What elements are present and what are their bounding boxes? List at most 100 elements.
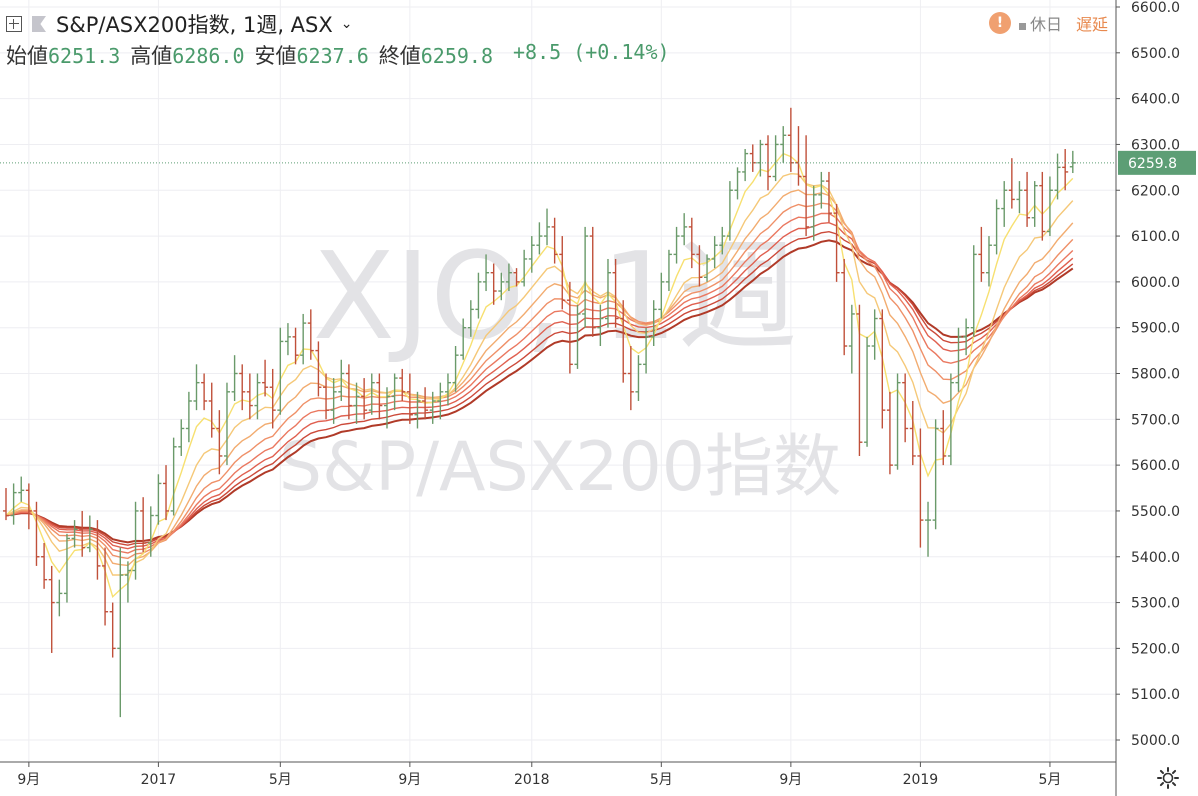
ohlc-bar	[498, 272, 505, 301]
ohlc-bar	[627, 346, 634, 411]
ohlc-bar	[467, 300, 474, 337]
ohlc-bar	[985, 236, 992, 287]
x-tick-label: 2017	[141, 772, 177, 788]
ohlc-bar	[307, 309, 314, 360]
ohlc-bar	[490, 263, 497, 305]
ohlc-bar	[140, 497, 147, 553]
ema-line	[5, 221, 1074, 550]
ohlc-bar	[170, 437, 177, 516]
y-tick-label: 6600.0	[1131, 0, 1180, 16]
ohlc-bar	[231, 355, 238, 401]
ohlc-bar	[818, 171, 825, 209]
y-tick-label: 6500.0	[1131, 46, 1180, 62]
gear-icon[interactable]	[1156, 766, 1180, 790]
ohlc-bar	[239, 364, 246, 411]
ohlc-bar	[33, 501, 40, 566]
delayed-label[interactable]: 遅延	[1075, 15, 1108, 34]
symbol-title[interactable]: S&P/ASX200指数, 1週, ASX	[56, 13, 333, 37]
ohlc-bar	[810, 185, 817, 241]
ohlc-bar	[292, 327, 299, 365]
ohlc-bars	[3, 107, 1076, 718]
ohlc-bar	[879, 309, 886, 429]
ohlc-bar	[353, 382, 360, 424]
ohlc-bar	[262, 359, 269, 397]
ohlc-bar	[399, 368, 406, 401]
ohlc-bar	[460, 318, 467, 360]
ohlc-bar	[864, 336, 871, 447]
last-price-tag: 6259.8	[1118, 150, 1196, 175]
ohlc-bar	[201, 373, 208, 411]
chevron-down-icon[interactable]: ⌄	[340, 16, 353, 32]
market-status: ! 休日 遅延	[988, 11, 1108, 35]
ohlc-bar	[978, 226, 985, 282]
ema-line	[5, 212, 1074, 554]
ohlc-bar	[41, 543, 48, 589]
ohlc-bar	[429, 391, 436, 424]
y-tick-label: 6300.0	[1131, 137, 1180, 153]
y-tick-label: 5600.0	[1131, 458, 1180, 474]
ohlc-bar	[94, 520, 101, 580]
expand-icon[interactable]	[6, 16, 22, 32]
ohlc-bar	[193, 364, 200, 411]
ohlc-bar	[688, 217, 695, 269]
ohlc-bar	[406, 373, 413, 424]
ohlc-bar	[513, 268, 520, 287]
y-tick-label: 6000.0	[1131, 275, 1180, 291]
y-tick-label: 5300.0	[1131, 596, 1180, 612]
ohlc-bar	[803, 135, 810, 237]
ohlc-bar	[681, 213, 688, 246]
high-label: 高値	[130, 44, 173, 68]
ohlc-bar	[841, 258, 848, 356]
ema-line	[5, 202, 1074, 560]
ohlc-bar	[566, 281, 573, 374]
y-tick-label: 5800.0	[1131, 367, 1180, 383]
ohlc-bar	[1069, 150, 1076, 174]
ohlc-bar	[444, 373, 451, 406]
ohlc-bar	[3, 488, 9, 521]
ohlc-bar	[109, 602, 116, 658]
ohlc-bar	[787, 107, 794, 172]
ohlc-bar	[18, 476, 25, 502]
ohlc-bar	[612, 258, 619, 328]
ohlc-bar	[505, 263, 512, 292]
ohlc-bar	[1016, 181, 1023, 214]
ohlc-bar	[1054, 153, 1061, 200]
ohlc-bar	[163, 465, 170, 521]
ohlc-bar	[223, 382, 230, 466]
ohlc-bar	[963, 318, 970, 356]
ohlc-bar	[71, 520, 78, 548]
ohlc-bar	[658, 272, 665, 319]
ohlc-bar	[932, 419, 939, 530]
ohlc-bar	[391, 373, 398, 411]
x-tick-label: 2018	[514, 772, 550, 788]
ohlc-bar	[345, 364, 352, 420]
ohlc-bar	[734, 167, 741, 200]
ohlc-bar	[955, 327, 962, 392]
y-tick-label: 6200.0	[1131, 183, 1180, 199]
y-tick-label: 5000.0	[1131, 733, 1180, 749]
ema-line	[5, 172, 1074, 576]
ohlc-bar	[254, 373, 261, 420]
ohlc-bar	[521, 249, 528, 287]
market-closed-label: 休日	[1018, 11, 1062, 35]
x-tick-label: 5月	[269, 772, 292, 788]
warning-icon[interactable]: !	[988, 12, 1011, 34]
ohlc-bar	[323, 373, 330, 420]
last-price-tag-label: 6259.8	[1128, 156, 1177, 172]
ohlc-bar	[452, 346, 459, 392]
ohlc-bar	[597, 304, 604, 347]
ohlc-bar	[780, 126, 787, 163]
ohlc-bar	[483, 254, 490, 292]
ohlc-bar	[917, 428, 924, 548]
y-tick-label: 5700.0	[1131, 412, 1180, 428]
ohlc-bar	[719, 226, 726, 255]
ohlc-bar	[673, 226, 680, 264]
flag-icon[interactable]	[32, 16, 46, 32]
low-label: 安値	[254, 44, 297, 68]
ohlc-bar	[544, 208, 551, 246]
ohlc-bar	[582, 226, 589, 328]
ohlc-bar	[338, 359, 345, 401]
ohlc-bar	[422, 387, 429, 420]
ohlc-bar	[361, 378, 368, 420]
